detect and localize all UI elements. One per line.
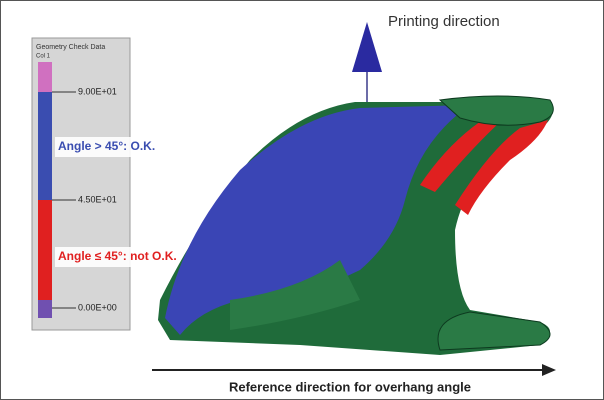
not-ok-label: Angle ≤ 45°: not O.K. bbox=[58, 249, 177, 263]
figure: Geometry Check Data Col 1 9.00E+01 4.50E… bbox=[0, 0, 604, 400]
color-band bbox=[38, 62, 52, 92]
ok-label: Angle > 45°: O.K. bbox=[58, 139, 155, 153]
reference-direction: Reference direction for overhang angle bbox=[229, 379, 471, 394]
color-band bbox=[38, 200, 52, 308]
color-band bbox=[38, 300, 52, 318]
legend-title: Geometry Check Data bbox=[36, 44, 105, 51]
tick-label: 4.50E+01 bbox=[78, 194, 117, 204]
tick-label: 9.00E+01 bbox=[78, 86, 117, 96]
tick-label: 0.00E+00 bbox=[78, 302, 117, 312]
printing-direction: Printing direction bbox=[388, 13, 500, 30]
color-band bbox=[38, 92, 52, 200]
legend-column: Col 1 bbox=[36, 54, 51, 60]
